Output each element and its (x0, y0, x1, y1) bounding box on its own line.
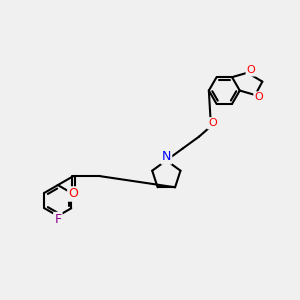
Text: F: F (54, 213, 61, 226)
Text: O: O (247, 65, 255, 75)
Text: O: O (208, 118, 217, 128)
Text: O: O (254, 92, 263, 102)
Text: N: N (162, 150, 171, 163)
Text: O: O (68, 188, 78, 200)
